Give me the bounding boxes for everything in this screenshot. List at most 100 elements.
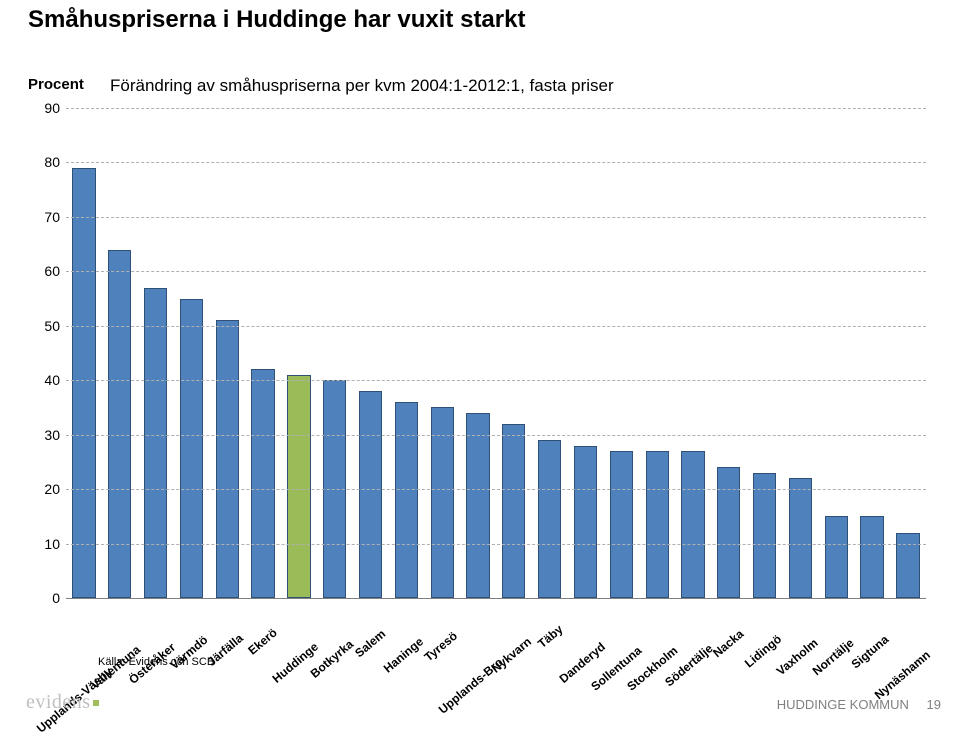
gridline [66,271,926,272]
bar [180,299,203,598]
bar [395,402,418,598]
bar-slot [102,108,138,598]
x-label-slot: Norrtälje [818,598,854,678]
gridline [66,544,926,545]
bar [753,473,776,598]
bar-slot [388,108,424,598]
y-tick-label: 90 [30,100,60,116]
bar [789,478,812,598]
x-label-slot: Sigtuna [854,598,890,678]
bar-slot [209,108,245,598]
gridline [66,489,926,490]
x-label-slot: Södertälje [675,598,711,678]
bar [251,369,274,598]
bar-slot [890,108,926,598]
bar-slot [424,108,460,598]
x-tick-label: Täby [535,622,565,651]
x-tick-label: Nacka [710,627,746,660]
bar-slot [138,108,174,598]
gridline [66,217,926,218]
bar-slot [603,108,639,598]
x-label-slot: Haninge [388,598,424,678]
x-label-slot: Botkyrka [317,598,353,678]
x-label-slot: Nacka [711,598,747,678]
bar [144,288,167,598]
bar-slot [747,108,783,598]
bar [538,440,561,598]
chart-subtitle: Förändring av småhuspriserna per kvm 200… [110,76,614,96]
bar [825,516,848,598]
bar [287,375,310,598]
x-label-slot: Danderyd [568,598,604,678]
gridline [66,108,926,109]
gridline [66,435,926,436]
x-tick-label: Haninge [381,634,426,675]
bar-slot [353,108,389,598]
x-tick-label: Tyresö [422,629,460,664]
bar-slot [245,108,281,598]
y-tick-label: 40 [30,372,60,388]
x-label-slot: Nynäshamn [890,598,926,678]
x-tick-label: Sigtuna [849,632,892,671]
bar-slot [496,108,532,598]
x-tick-label-wrap: Nynäshamn [924,604,959,658]
bar-slot [281,108,317,598]
gridline [66,380,926,381]
bar-slot [173,108,209,598]
bar-slot [818,108,854,598]
x-label-slot: Stockholm [639,598,675,678]
gridline [66,326,926,327]
bar-slot [317,108,353,598]
bar [502,424,525,598]
bar [681,451,704,598]
bar [646,451,669,598]
bar-slot [854,108,890,598]
bar-slot [568,108,604,598]
y-tick-label: 80 [30,154,60,170]
bar [216,320,239,598]
x-label-slot: Nykvarn [496,598,532,678]
logo: evidens [26,691,99,714]
footer-org: HUDDINGE KOMMUN [777,697,909,712]
y-tick-label: 60 [30,263,60,279]
x-label-slot: Ekerö [245,598,281,678]
bar-slot [675,108,711,598]
x-label-slot: Järfälla [209,598,245,678]
bar-slot [639,108,675,598]
bar [431,407,454,598]
bar [108,250,131,598]
x-label-slot: Täby [532,598,568,678]
bar-slot [711,108,747,598]
bar [610,451,633,598]
bar [896,533,919,598]
y-tick-label: 0 [30,590,60,606]
bar-slot [460,108,496,598]
footer: HUDDINGE KOMMUN 19 [777,697,941,712]
chart-source: Källa: Evidens och SCB [98,656,214,668]
y-tick-label: 10 [30,536,60,552]
bar-slot [66,108,102,598]
x-tick-label: Salem [352,627,388,660]
bar-slot [532,108,568,598]
bar-chart: 0102030405060708090 [66,108,926,598]
page-number: 19 [927,697,941,712]
slide-title: Småhuspriserna i Huddinge har vuxit star… [28,6,525,34]
bar [860,516,883,598]
x-label-slot: Upplands-Väsby [66,598,102,678]
x-label-slot: Sollentuna [603,598,639,678]
y-tick-label: 20 [30,481,60,497]
logo-dot-icon [93,700,99,706]
bar-slot [783,108,819,598]
bar [72,168,95,598]
x-tick-label: Nykvarn [489,634,534,675]
bar [359,391,382,598]
y-tick-label: 70 [30,209,60,225]
y-tick-label: 30 [30,427,60,443]
logo-text: evidens [26,691,91,713]
y-axis-title: Procent [28,76,84,93]
x-tick-label: Ekerö [245,625,280,657]
bars-container [66,108,926,598]
x-label-slot: Tyresö [424,598,460,678]
bar [574,446,597,598]
y-tick-label: 50 [30,318,60,334]
